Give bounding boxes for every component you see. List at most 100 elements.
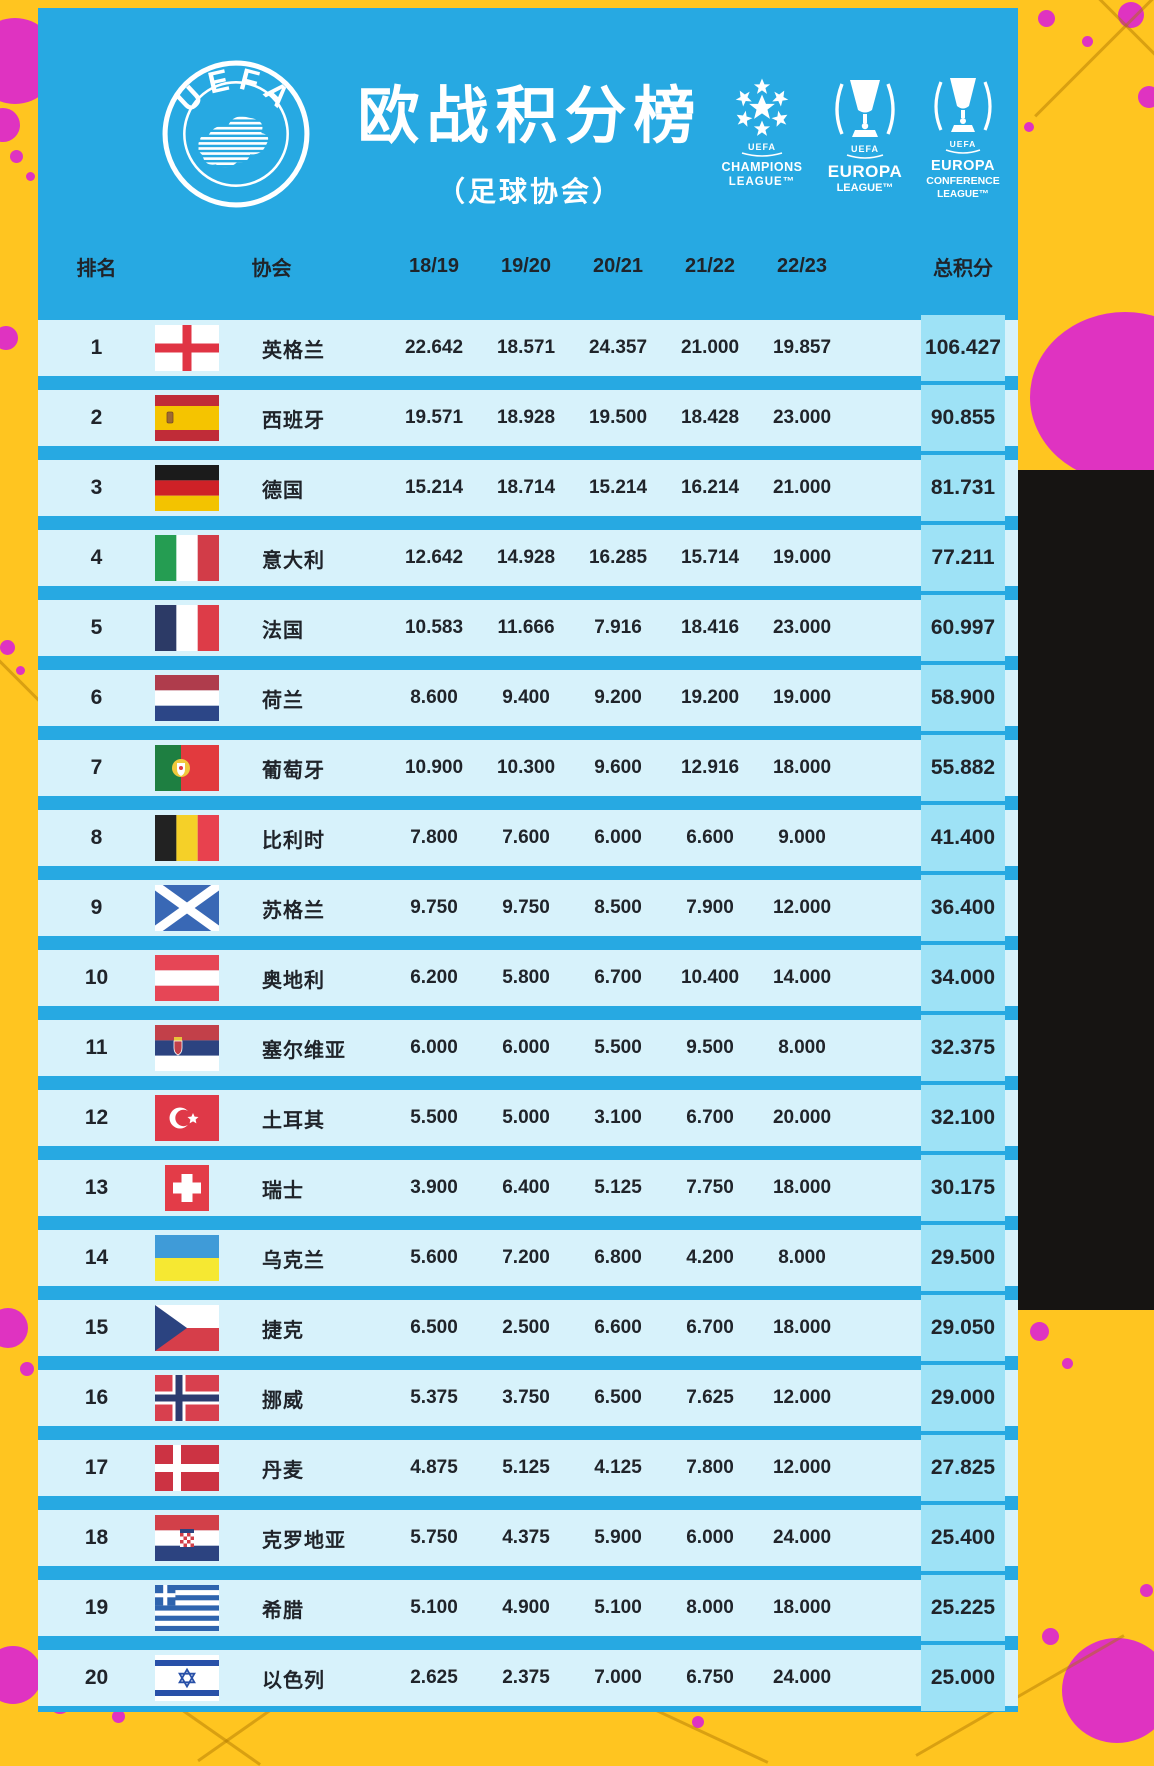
uefa-logo-text: UEFA [170, 61, 294, 118]
score-cell-1920: 18.928 [496, 407, 556, 428]
europa-league-logo-icon: UEFA EUROPA LEAGUE™ [828, 80, 902, 194]
country-name: 奥地利 [262, 969, 325, 992]
score-cell-2021: 6.000 [594, 827, 642, 848]
flag-france-icon [155, 605, 219, 651]
score-cell-1920: 5.125 [502, 1457, 550, 1478]
europa-text: EUROPA [828, 162, 902, 181]
score-cell-1819: 5.500 [410, 1107, 458, 1128]
score-cell-2021: 6.700 [594, 967, 642, 988]
table-row: 2 西班牙 19.571 18.928 19.500 18.428 23.000… [38, 385, 1018, 451]
table-row: 9 苏格兰 9.750 9.750 8.500 7.900 12.000 36.… [38, 875, 1018, 941]
uefa-small-text: UEFA [748, 142, 776, 152]
score-cell-2021: 15.214 [588, 477, 648, 498]
splatter-blob [0, 640, 15, 655]
total-score-cell: 32.100 [921, 1085, 1005, 1151]
page-subtitle: （足球协会） [436, 176, 623, 207]
flag-ukraine-icon [155, 1235, 219, 1281]
score-cell-2122: 4.200 [686, 1247, 734, 1268]
score-cell-2021: 16.285 [588, 547, 648, 568]
splatter-blob-large [1030, 312, 1154, 482]
total-score-cell: 41.400 [921, 805, 1005, 871]
total-score-cell: 34.000 [921, 945, 1005, 1011]
rank-cell: 15 [84, 1316, 109, 1339]
dark-photo-strip [1018, 470, 1154, 1310]
score-cell-1819: 5.100 [410, 1597, 458, 1618]
score-cell-1920: 10.300 [496, 757, 556, 778]
splatter-blob [692, 1716, 704, 1728]
splatter-blob [16, 666, 25, 675]
score-cell-1920: 11.666 [497, 617, 555, 638]
country-name: 葡萄牙 [262, 759, 325, 782]
country-name: 乌克兰 [262, 1249, 325, 1272]
score-cell-2021: 6.800 [594, 1247, 642, 1268]
flag-belgium-icon [155, 815, 219, 861]
table-row: 8 比利时 7.800 7.600 6.000 6.600 9.000 41.4… [38, 805, 1018, 871]
splatter-blob [1062, 1358, 1073, 1369]
country-name: 丹麦 [262, 1459, 304, 1482]
table-row: 19 希腊 5.100 4.900 5.100 8.000 18.000 25.… [38, 1575, 1018, 1641]
total-score-cell: 58.900 [921, 665, 1005, 731]
score-cell-2223: 12.000 [772, 1457, 832, 1478]
score-cell-1920: 2.375 [502, 1667, 550, 1688]
splatter-blob [10, 150, 23, 163]
score-cell-2122: 21.000 [680, 337, 740, 358]
score-cell-1920: 18.571 [496, 337, 556, 358]
rank-cell: 17 [84, 1456, 109, 1479]
score-cell-2223: 19.000 [772, 547, 832, 568]
rank-cell: 2 [90, 406, 103, 429]
score-cell-1920: 6.400 [502, 1177, 550, 1198]
league-text: LEAGUE™ [937, 189, 989, 200]
score-cell-2223: 9.000 [778, 827, 826, 848]
score-cell-2021: 6.500 [594, 1387, 642, 1408]
score-cell-1819: 2.625 [410, 1667, 458, 1688]
rank-cell: 4 [90, 546, 103, 569]
score-cell-1819: 6.200 [410, 967, 458, 988]
country-name: 克罗地亚 [262, 1529, 346, 1552]
rank-cell: 6 [90, 686, 103, 709]
flag-austria-icon [155, 955, 219, 1001]
score-cell-2223: 23.000 [772, 407, 832, 428]
country-name: 瑞士 [262, 1179, 304, 1202]
rank-cell: 3 [90, 476, 103, 499]
rank-cell: 7 [90, 756, 103, 779]
country-name: 塞尔维亚 [262, 1039, 346, 1062]
flag-denmark-icon [155, 1445, 219, 1491]
score-cell-2122: 16.214 [680, 477, 740, 498]
score-cell-2021: 4.125 [594, 1457, 642, 1478]
splatter-blob [0, 326, 18, 350]
table-row: 17 丹麦 4.875 5.125 4.125 7.800 12.000 27.… [38, 1435, 1018, 1501]
score-cell-2122: 7.900 [686, 897, 734, 918]
table-row: 6 荷兰 8.600 9.400 9.200 19.200 19.000 58.… [38, 665, 1018, 731]
score-cell-1920: 14.928 [496, 547, 556, 568]
column-header-season-1819: 18/19 [408, 254, 460, 277]
country-name: 比利时 [262, 829, 325, 852]
table-row: 16 挪威 5.375 3.750 6.500 7.625 12.000 29.… [38, 1365, 1018, 1431]
score-cell-2122: 18.416 [680, 617, 740, 638]
score-cell-2122: 10.400 [680, 967, 740, 988]
total-score-cell: 77.211 [921, 525, 1005, 591]
score-cell-2122: 6.750 [686, 1667, 734, 1688]
score-cell-1819: 19.571 [404, 407, 464, 428]
score-cell-1819: 5.375 [410, 1387, 458, 1408]
score-cell-2021: 8.500 [594, 897, 642, 918]
score-cell-2122: 19.200 [680, 687, 740, 708]
score-cell-2223: 18.000 [772, 1177, 832, 1198]
score-cell-2223: 24.000 [772, 1667, 832, 1688]
rank-cell: 16 [84, 1386, 109, 1409]
flag-netherlands-icon [155, 675, 219, 721]
column-header-total: 总积分 [933, 257, 993, 280]
splatter-blob [1140, 1584, 1153, 1597]
country-name: 捷克 [262, 1319, 304, 1342]
score-cell-1819: 10.900 [404, 757, 464, 778]
score-cell-2122: 6.700 [686, 1107, 734, 1128]
score-cell-2223: 12.000 [772, 897, 832, 918]
svg-text:UEFA: UEFA [170, 61, 301, 118]
score-cell-1819: 6.000 [410, 1037, 458, 1058]
score-cell-1920: 7.600 [502, 827, 550, 848]
score-cell-2122: 7.750 [686, 1177, 734, 1198]
rank-cell: 20 [84, 1666, 109, 1689]
score-cell-2223: 20.000 [772, 1107, 832, 1128]
table-row: 18 克罗地亚 5.750 4.375 5.900 6.000 24.000 2… [38, 1505, 1018, 1571]
rank-cell: 11 [85, 1036, 108, 1059]
country-name: 土耳其 [262, 1109, 325, 1132]
